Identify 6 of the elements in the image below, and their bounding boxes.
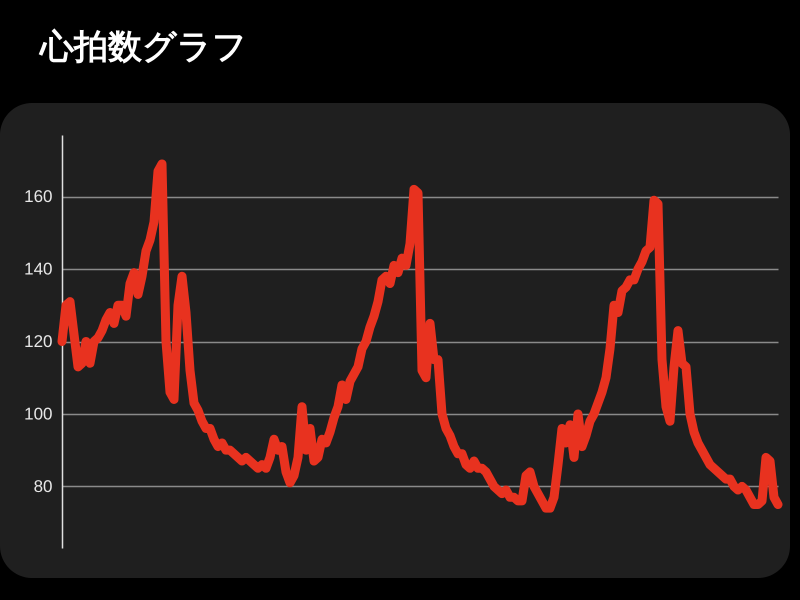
- y-tick-label: 80: [34, 476, 52, 496]
- y-tick-label: 120: [24, 332, 52, 351]
- chart-title: 心拍数グラフ: [38, 27, 247, 67]
- y-tick-label: 140: [24, 260, 52, 279]
- y-tick-label: 160: [24, 187, 52, 206]
- y-tick-label: 100: [24, 404, 52, 424]
